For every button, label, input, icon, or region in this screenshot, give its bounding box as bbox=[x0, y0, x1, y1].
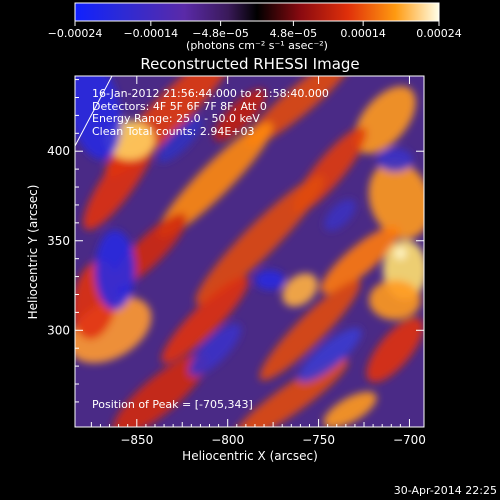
peak-spot bbox=[394, 247, 407, 260]
colorbar-tick-label: 0.00024 bbox=[416, 27, 462, 40]
x-tick-label: −800 bbox=[211, 433, 244, 447]
x-tick-label: −750 bbox=[302, 433, 335, 447]
footer-timestamp: 30-Apr-2014 22:25 bbox=[394, 484, 497, 497]
y-tick-label: 300 bbox=[47, 323, 70, 337]
y-axis-label: Heliocentric Y (arcsec) bbox=[26, 185, 40, 320]
colorbar-units: (photons cm⁻² s⁻¹ asec⁻²) bbox=[186, 39, 328, 52]
emission-blob bbox=[320, 226, 400, 294]
emission-blob bbox=[298, 327, 362, 383]
colorbar-tick-label: −4.8e−05 bbox=[192, 27, 249, 40]
y-axis: 300 350 400 bbox=[47, 79, 424, 403]
emission-blob bbox=[282, 273, 318, 307]
emission-blob bbox=[195, 175, 325, 305]
emission-blob bbox=[232, 358, 348, 427]
x-tick-label: −700 bbox=[393, 433, 426, 447]
emission-blob bbox=[161, 276, 249, 364]
heatmap-image bbox=[75, 76, 424, 427]
annotation-peak: Position of Peak = [-705,343] bbox=[92, 398, 253, 411]
colorbar-tick-label: −0.00024 bbox=[48, 27, 103, 40]
annotation-block: 16-Jan-2012 21:56:44.000 to 21:58:40.000… bbox=[92, 87, 329, 411]
colorbar-tick-label: −0.00014 bbox=[123, 27, 178, 40]
limb-line bbox=[75, 76, 113, 147]
emission-blob bbox=[157, 117, 203, 163]
emission-blob bbox=[188, 323, 242, 377]
emission-blob bbox=[323, 391, 377, 427]
colorbar-tick-label: 0.00014 bbox=[340, 27, 386, 40]
y-tick-label: 350 bbox=[47, 234, 70, 248]
colorbar-ticks: −0.00024 −0.00014 −4.8e−05 4.8e−05 0.00014 0.… bbox=[48, 21, 462, 40]
annotation-counts: Clean Total counts: 2.94E+03 bbox=[92, 125, 255, 138]
emission-blob bbox=[259, 279, 361, 381]
emission-blob bbox=[368, 161, 424, 239]
emission-blob bbox=[377, 148, 413, 172]
emission-blob bbox=[366, 317, 424, 383]
emission-blob bbox=[324, 199, 356, 231]
plot-frame bbox=[74, 75, 425, 428]
annotation-detectors: Detectors: 4F 5F 6F 7F 8F, Att 0 bbox=[92, 100, 267, 113]
emission-blob bbox=[213, 88, 267, 142]
chart-title: Reconstructed RHESSI Image bbox=[140, 55, 359, 73]
colorbar bbox=[74, 2, 440, 22]
emission-blob bbox=[369, 280, 421, 320]
x-axis-label: Heliocentric X (arcsec) bbox=[182, 449, 318, 463]
annotation-energy: Energy Range: 25.0 - 50.0 keV bbox=[92, 112, 260, 125]
emission-blob bbox=[95, 230, 135, 310]
emission-blob bbox=[255, 270, 285, 290]
emission-blob bbox=[354, 86, 416, 154]
emission-blob bbox=[245, 76, 355, 147]
x-tick-label: −850 bbox=[120, 433, 153, 447]
annotation-time-range: 16-Jan-2012 21:56:44.000 to 21:58:40.000 bbox=[92, 87, 329, 100]
emission-blob bbox=[112, 354, 208, 427]
y-tick-label: 400 bbox=[47, 144, 70, 158]
emission-blob bbox=[75, 76, 122, 160]
colorbar-tick-label: 4.8e−05 bbox=[270, 27, 317, 40]
x-axis: −850 −800 −750 −700 bbox=[90, 76, 426, 447]
emission-blob bbox=[157, 122, 273, 238]
